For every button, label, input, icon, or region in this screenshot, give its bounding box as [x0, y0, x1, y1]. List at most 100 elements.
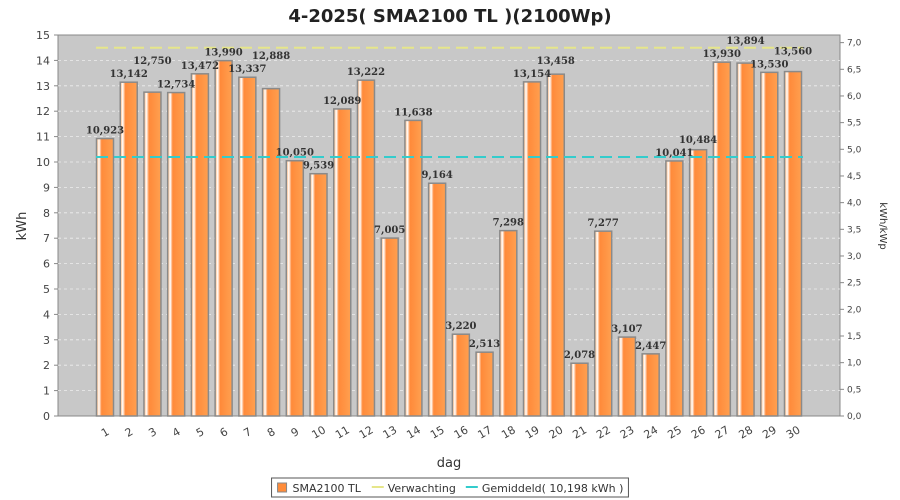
- bar: [760, 71, 779, 417]
- y-tick-label: 0: [43, 410, 50, 423]
- y-tick-label: 14: [36, 54, 50, 67]
- data-label: 9,164: [421, 170, 452, 181]
- y2-tick-label: 7,0: [847, 39, 862, 49]
- y2-tick-label: 3,5: [847, 225, 861, 235]
- x-tick-label: 10: [309, 423, 328, 441]
- y-tick-label: 8: [43, 207, 50, 220]
- y-tick-label: 13: [36, 80, 50, 93]
- bar: [593, 230, 613, 417]
- bar: [688, 148, 708, 417]
- y-tick-label: 6: [43, 258, 50, 271]
- data-label: 12,750: [133, 56, 171, 67]
- legend: SMA2100 TL Verwachting Gemiddeld( 10,198…: [271, 477, 629, 498]
- x-axis-label: dag: [437, 456, 461, 471]
- x-tick-label: 15: [428, 423, 447, 441]
- bar: [475, 351, 494, 417]
- y-tick-label: 7: [43, 232, 50, 245]
- bar: [214, 59, 233, 417]
- data-label: 13,930: [703, 49, 741, 60]
- legend-label-bar: SMA2100 TL: [293, 482, 362, 495]
- y-tick-label: 10: [36, 156, 50, 169]
- data-label: 13,530: [750, 59, 788, 70]
- y2-tick-label: 2,0: [847, 305, 862, 315]
- y-tick-label: 4: [43, 308, 50, 321]
- bar: [380, 237, 399, 417]
- data-label: 10,050: [276, 148, 314, 159]
- data-label: 10,041: [655, 148, 693, 159]
- data-label: 2,513: [469, 339, 500, 350]
- data-label: 13,560: [774, 46, 812, 57]
- y2-tick-label: 6,0: [847, 92, 862, 102]
- x-tick-label: 29: [760, 423, 779, 441]
- x-tick-label: 6: [218, 425, 231, 440]
- data-label: 13,894: [726, 36, 764, 47]
- x-tick-label: 16: [452, 423, 471, 441]
- bar: [783, 70, 803, 417]
- data-label: 12,888: [252, 51, 290, 62]
- data-label: 7,005: [374, 225, 405, 236]
- bar: [404, 119, 423, 417]
- x-tick-label: 18: [499, 423, 518, 441]
- bar: [451, 333, 471, 417]
- legend-label-average: Gemiddeld( 10,198 kWh ): [482, 482, 624, 495]
- data-label: 10,484: [679, 135, 717, 146]
- bar: [261, 87, 281, 417]
- bar: [712, 61, 732, 417]
- data-label: 7,277: [588, 218, 619, 229]
- bar: [641, 353, 660, 417]
- bar: [499, 229, 518, 417]
- data-label: 3,107: [611, 324, 642, 335]
- bar: [119, 81, 138, 417]
- data-label: 13,142: [110, 69, 148, 80]
- y-tick-label: 12: [36, 105, 50, 118]
- x-tick-label: 8: [265, 425, 278, 440]
- data-label: 13,990: [204, 48, 242, 59]
- bar: [617, 336, 637, 417]
- bar: [285, 159, 305, 417]
- x-tick-label: 11: [333, 423, 352, 441]
- data-label: 13,458: [537, 56, 575, 67]
- bar: [166, 91, 186, 417]
- y2-tick-label: 5,5: [847, 119, 861, 129]
- x-tick-label: 27: [713, 423, 732, 441]
- data-label: 3,220: [445, 321, 476, 332]
- bar: [570, 362, 589, 417]
- x-tick-label: 22: [594, 423, 613, 441]
- y2-tick-label: 0,5: [847, 385, 861, 395]
- y-tick-label: 1: [43, 385, 50, 398]
- data-label: 10,923: [86, 126, 124, 137]
- x-tick-label: 3: [146, 425, 159, 440]
- data-label: 12,089: [323, 96, 361, 107]
- x-tick-label: 26: [689, 423, 708, 441]
- y-axis-label: kWh: [15, 212, 30, 241]
- x-tick-label: 14: [404, 423, 423, 441]
- y2-tick-label: 3,0: [847, 252, 862, 262]
- bar: [522, 81, 542, 417]
- bar: [238, 76, 257, 417]
- x-tick-label: 24: [642, 423, 661, 441]
- bar: [332, 108, 352, 417]
- bar: [665, 160, 684, 417]
- y2-tick-label: 5,0: [847, 145, 862, 155]
- x-tick-label: 2: [123, 425, 136, 440]
- x-tick-label: 30: [784, 423, 803, 441]
- data-label: 13,154: [513, 69, 551, 80]
- x-tick-label: 4: [170, 425, 183, 440]
- x-tick-label: 21: [570, 423, 589, 441]
- y-tick-label: 11: [36, 131, 50, 144]
- y-tick-label: 15: [36, 29, 50, 42]
- bar: [356, 79, 376, 417]
- legend-label-expectation: Verwachting: [388, 482, 456, 495]
- x-tick-label: 13: [381, 423, 400, 441]
- data-label: 2,078: [564, 350, 595, 361]
- y2-tick-label: 0,0: [847, 412, 862, 422]
- x-tick-label: 9: [289, 425, 302, 440]
- y2-tick-label: 4,5: [847, 172, 861, 182]
- x-tick-label: 23: [618, 423, 637, 441]
- y2-tick-label: 2,5: [847, 279, 861, 289]
- y-tick-label: 2: [43, 359, 50, 372]
- y2-tick-label: 1,5: [847, 332, 861, 342]
- y2-tick-label: 1,0: [847, 359, 862, 369]
- x-tick-label: 20: [547, 423, 566, 441]
